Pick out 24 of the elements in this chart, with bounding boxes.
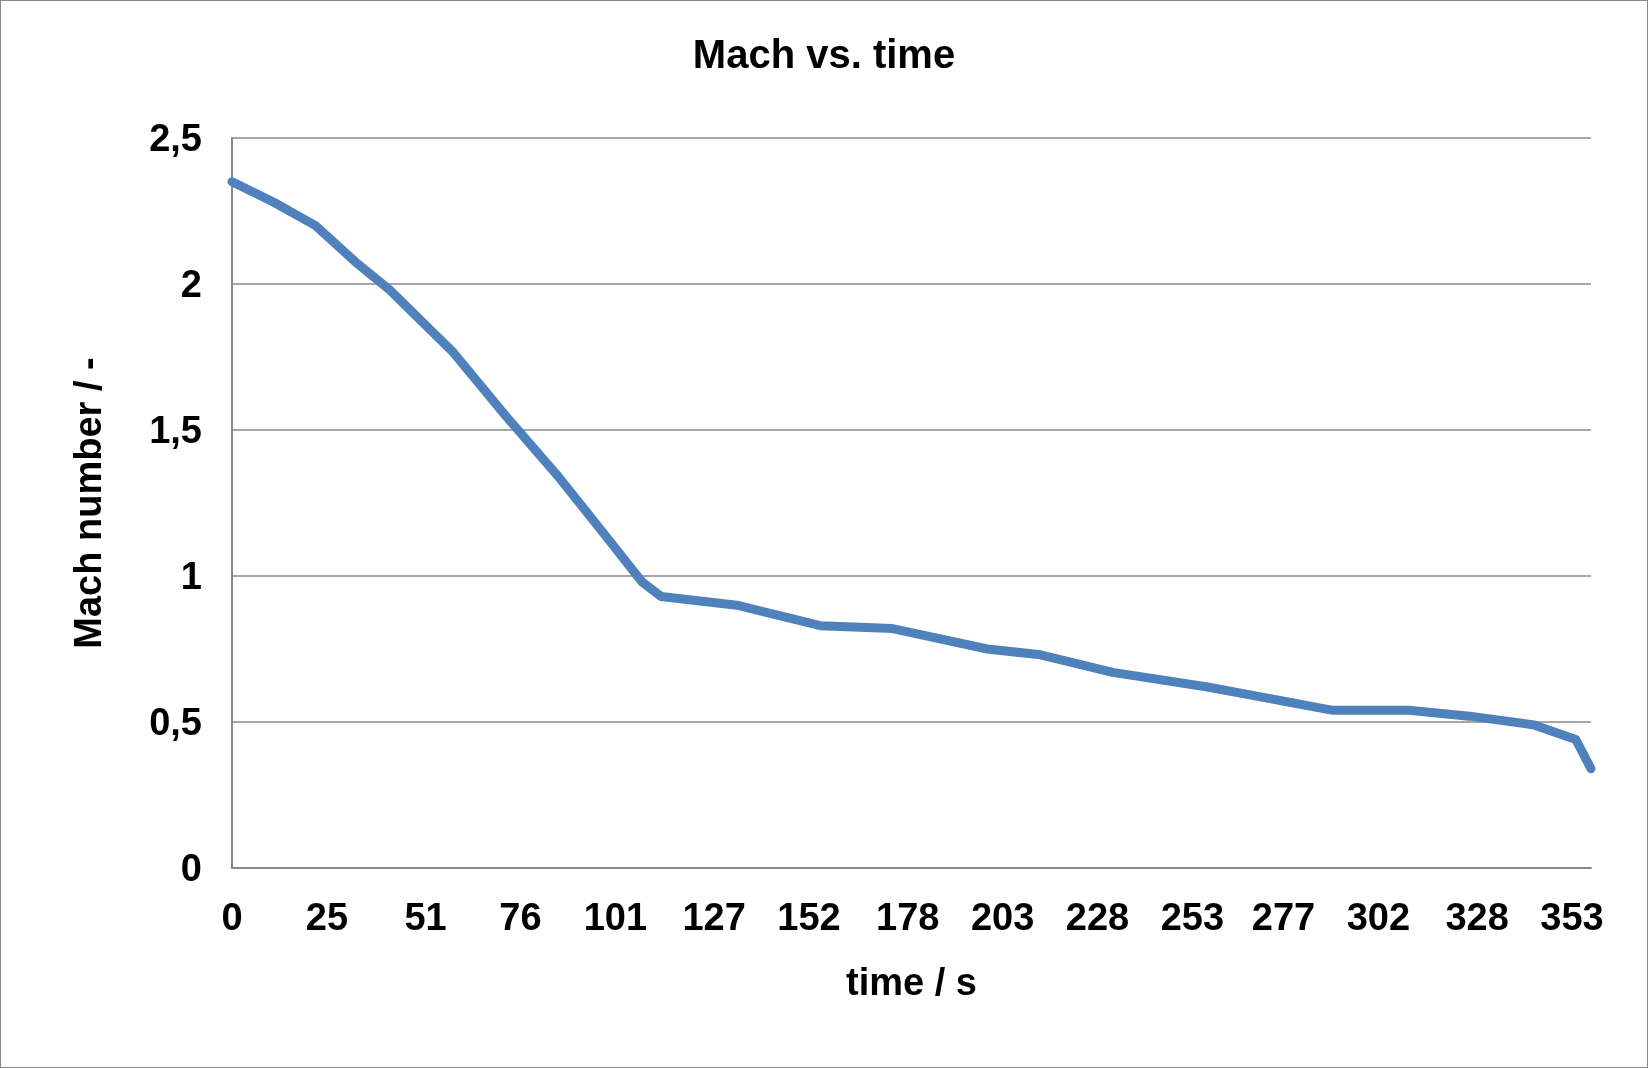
y-tick-label: 0 — [180, 847, 202, 889]
x-tick-label: 328 — [1445, 896, 1509, 938]
y-tick-label: 2 — [180, 263, 202, 305]
y-tick-label: 1,5 — [149, 409, 202, 451]
x-tick-label: 277 — [1251, 896, 1316, 938]
y-tick-label: 1 — [180, 555, 202, 597]
x-tick-label: 76 — [499, 896, 542, 938]
chart-title: Mach vs. time — [692, 32, 956, 76]
x-tick-label: 0 — [221, 896, 243, 938]
x-tick-label: 127 — [682, 896, 746, 938]
x-tick-label: 51 — [404, 896, 447, 938]
x-tick-label: 152 — [777, 896, 841, 938]
y-axis-title: Mach number / - — [67, 357, 109, 649]
x-tick-label: 101 — [583, 896, 648, 938]
x-tick-label: 178 — [876, 896, 940, 938]
x-axis-title: time / s — [846, 961, 977, 1003]
x-tick-label: 203 — [970, 896, 1035, 938]
x-tick-label: 302 — [1346, 896, 1411, 938]
y-tick-label: 0,5 — [149, 701, 202, 743]
y-tick-label: 2,5 — [149, 117, 202, 159]
x-tick-label: 353 — [1540, 896, 1604, 938]
x-tick-label: 253 — [1160, 896, 1225, 938]
x-tick-label: 25 — [305, 896, 349, 938]
x-tick-label: 228 — [1065, 896, 1130, 938]
